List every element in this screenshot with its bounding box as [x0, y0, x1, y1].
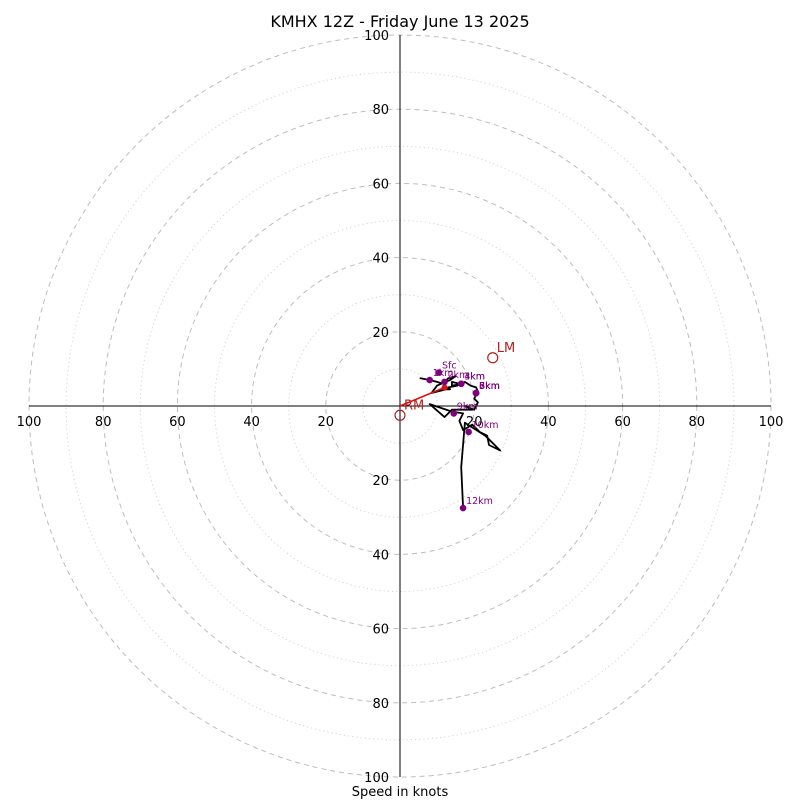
- y-tick-label: 100: [364, 29, 389, 44]
- x-axis-caption: Speed in knots: [352, 785, 449, 800]
- height-marker-label: 7km: [479, 381, 500, 392]
- x-tick-label: 100: [17, 415, 42, 430]
- height-marker-dot: [465, 428, 472, 436]
- height-marker-dot: [450, 410, 458, 417]
- height-marker-dot: [457, 380, 465, 388]
- y-tick-label: 20: [372, 326, 389, 341]
- y-tick-label: 40: [372, 548, 389, 563]
- height-marker-dot: [459, 504, 467, 512]
- height-marker-label: 2km: [448, 370, 469, 381]
- chart-title: KMHX 12Z - Friday June 13 2025: [270, 12, 529, 31]
- height-marker-dot: [472, 389, 480, 397]
- x-tick-label: 100: [759, 415, 784, 430]
- height-marker-dot: [426, 376, 433, 384]
- height-marker-label: 9km: [457, 401, 478, 412]
- x-tick-label: 80: [95, 415, 112, 430]
- storm-motion-label: LM: [497, 341, 515, 356]
- y-tick-label: 60: [372, 623, 389, 638]
- y-tick-label: 80: [372, 103, 389, 118]
- x-tick-label: 60: [614, 415, 631, 430]
- shear-vector-head: [441, 384, 448, 391]
- x-tick-label: 20: [318, 415, 335, 430]
- storm-motion-label: RM: [404, 398, 424, 413]
- height-marker-dot: [435, 369, 443, 376]
- y-tick-label: 20: [372, 474, 389, 489]
- x-tick-label: 40: [540, 415, 557, 430]
- y-tick-label: 80: [372, 697, 389, 712]
- storm-motion-markers: LM RM: [394, 341, 515, 421]
- height-marker-label: 6km: [479, 381, 500, 392]
- x-tick-label: 60: [169, 415, 186, 430]
- x-tick-label: 40: [243, 415, 260, 430]
- height-marker-label: 5km: [479, 381, 500, 392]
- x-tick-label: 80: [689, 415, 706, 430]
- hodograph-line: [419, 375, 502, 509]
- height-marker-label: 10km: [472, 420, 499, 431]
- height-marker-label: 1km: [433, 368, 454, 379]
- height-marker-label: 12km: [466, 496, 493, 507]
- storm-motion-marker: [487, 352, 499, 364]
- y-tick-label: 40: [372, 252, 389, 267]
- storm-motion-marker: [394, 409, 406, 421]
- height-marker-dot: [441, 378, 448, 386]
- height-marker-label: 8km: [479, 381, 500, 392]
- y-tick-label: 60: [372, 177, 389, 192]
- height-marker-label: 4km: [464, 372, 485, 383]
- hodograph-trace: [419, 375, 502, 509]
- height-marker-label: Sfc: [442, 361, 457, 372]
- shear-vector: [399, 384, 448, 407]
- height-marker-label: 3km: [464, 372, 485, 383]
- shear-vector-line: [399, 386, 445, 407]
- y-tick-label: 100: [364, 771, 389, 786]
